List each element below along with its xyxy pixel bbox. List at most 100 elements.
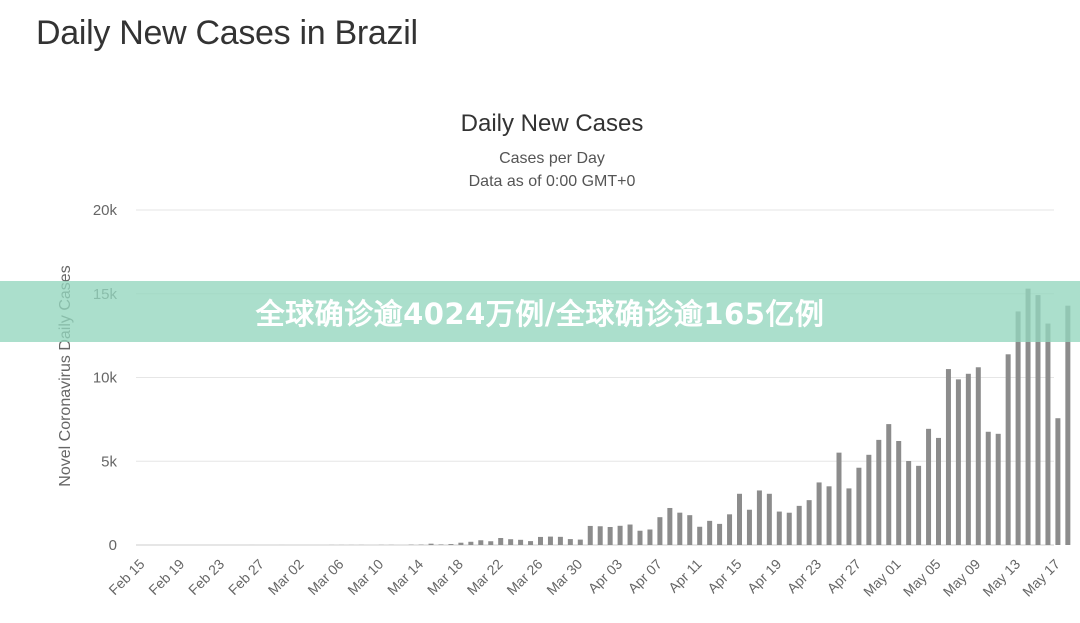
bar bbox=[906, 461, 912, 545]
bar bbox=[577, 539, 583, 545]
x-tick-label: Mar 06 bbox=[304, 556, 346, 598]
bar bbox=[1065, 305, 1071, 545]
bar bbox=[567, 539, 573, 545]
x-tick-label: Apr 23 bbox=[784, 556, 825, 597]
overlay-banner: 全球确诊逾4024万例/全球确诊逾165亿例 bbox=[0, 281, 1080, 342]
bar bbox=[478, 540, 484, 545]
bar bbox=[1025, 288, 1031, 545]
bar bbox=[647, 529, 653, 545]
bar bbox=[886, 424, 892, 545]
bar bbox=[776, 511, 782, 545]
bar bbox=[766, 493, 772, 545]
bar bbox=[677, 512, 683, 545]
bar bbox=[607, 527, 613, 545]
bar bbox=[1005, 354, 1011, 545]
bar bbox=[975, 367, 981, 545]
x-tick-label: May 05 bbox=[900, 556, 944, 600]
x-tick-label: Feb 27 bbox=[225, 556, 267, 598]
x-tick-label: Feb 19 bbox=[145, 556, 187, 598]
banner-text: 全球确诊逾4024万例/全球确诊逾165亿例 bbox=[255, 296, 825, 331]
bar bbox=[667, 507, 673, 545]
bar bbox=[597, 526, 603, 545]
x-tick-label: Apr 07 bbox=[625, 556, 666, 597]
x-tick-label: Mar 26 bbox=[503, 556, 545, 598]
bar bbox=[508, 539, 514, 545]
x-tick-label: May 13 bbox=[979, 556, 1023, 600]
x-tick-label: Mar 30 bbox=[543, 556, 585, 598]
bar bbox=[617, 525, 623, 545]
bar bbox=[1045, 323, 1051, 545]
bar bbox=[697, 526, 703, 545]
bar bbox=[488, 541, 494, 545]
bar bbox=[428, 543, 434, 545]
bar bbox=[627, 524, 633, 545]
bar bbox=[587, 525, 593, 545]
bar bbox=[448, 544, 454, 545]
bar bbox=[737, 493, 742, 545]
y-tick-label: 20k bbox=[93, 202, 118, 219]
bar bbox=[727, 514, 733, 545]
bar bbox=[1035, 295, 1041, 545]
chart-subtitle: Cases per Day bbox=[499, 150, 605, 167]
bar bbox=[866, 454, 872, 545]
x-tick-label: Mar 22 bbox=[464, 556, 506, 598]
bar bbox=[876, 439, 882, 545]
bar bbox=[687, 515, 693, 545]
bar bbox=[756, 490, 762, 545]
bar bbox=[707, 520, 713, 545]
bar bbox=[637, 530, 643, 545]
bar bbox=[746, 509, 752, 545]
x-tick-label: Mar 14 bbox=[384, 556, 426, 598]
bar bbox=[916, 465, 922, 545]
bar bbox=[528, 541, 534, 545]
chart-data-note: Data as of 0:00 GMT+0 bbox=[468, 173, 636, 190]
x-tick-label: Mar 10 bbox=[344, 556, 386, 598]
page-title: Daily New Cases in Brazil bbox=[36, 14, 418, 52]
bar bbox=[458, 542, 464, 545]
bar bbox=[856, 467, 862, 545]
bar bbox=[985, 431, 991, 545]
x-tick-label: May 17 bbox=[1019, 556, 1063, 600]
chart-title: Daily New Cases bbox=[460, 110, 644, 137]
bar bbox=[1015, 311, 1021, 545]
bar bbox=[995, 433, 1001, 545]
y-tick-label: 10k bbox=[93, 370, 118, 387]
bar bbox=[1055, 418, 1061, 545]
bar bbox=[547, 536, 553, 545]
bar bbox=[826, 486, 832, 545]
bar-series bbox=[249, 288, 1071, 545]
bar bbox=[965, 373, 971, 545]
y-tick-label: 5k bbox=[101, 453, 117, 470]
x-tick-label: Apr 03 bbox=[585, 556, 626, 597]
x-tick-label: Apr 19 bbox=[744, 556, 785, 597]
y-axis-ticks: 05k10k15k20k bbox=[93, 202, 118, 554]
bar bbox=[806, 500, 812, 545]
x-tick-label: Mar 18 bbox=[424, 556, 466, 598]
bar bbox=[498, 538, 504, 545]
bar bbox=[846, 488, 852, 545]
bar bbox=[717, 523, 723, 545]
bar bbox=[955, 379, 961, 545]
bar bbox=[936, 437, 941, 545]
bar bbox=[438, 544, 444, 545]
y-tick-label: 0 bbox=[109, 537, 117, 554]
bar bbox=[518, 539, 524, 545]
bar bbox=[657, 517, 663, 545]
x-tick-label: Mar 02 bbox=[265, 556, 307, 598]
x-tick-label: Feb 15 bbox=[105, 556, 147, 598]
x-tick-label: Apr 11 bbox=[665, 556, 705, 596]
x-tick-label: Apr 15 bbox=[704, 556, 745, 597]
bar bbox=[796, 505, 802, 545]
x-tick-label: Feb 23 bbox=[185, 556, 227, 598]
bar bbox=[538, 536, 543, 545]
bar bbox=[816, 482, 822, 545]
bar bbox=[786, 512, 792, 545]
bar bbox=[557, 536, 563, 545]
bar bbox=[945, 369, 951, 545]
bar bbox=[896, 441, 902, 545]
bar bbox=[836, 452, 842, 545]
bar bbox=[926, 428, 932, 545]
x-tick-label: May 09 bbox=[940, 556, 984, 600]
bar bbox=[468, 541, 474, 545]
